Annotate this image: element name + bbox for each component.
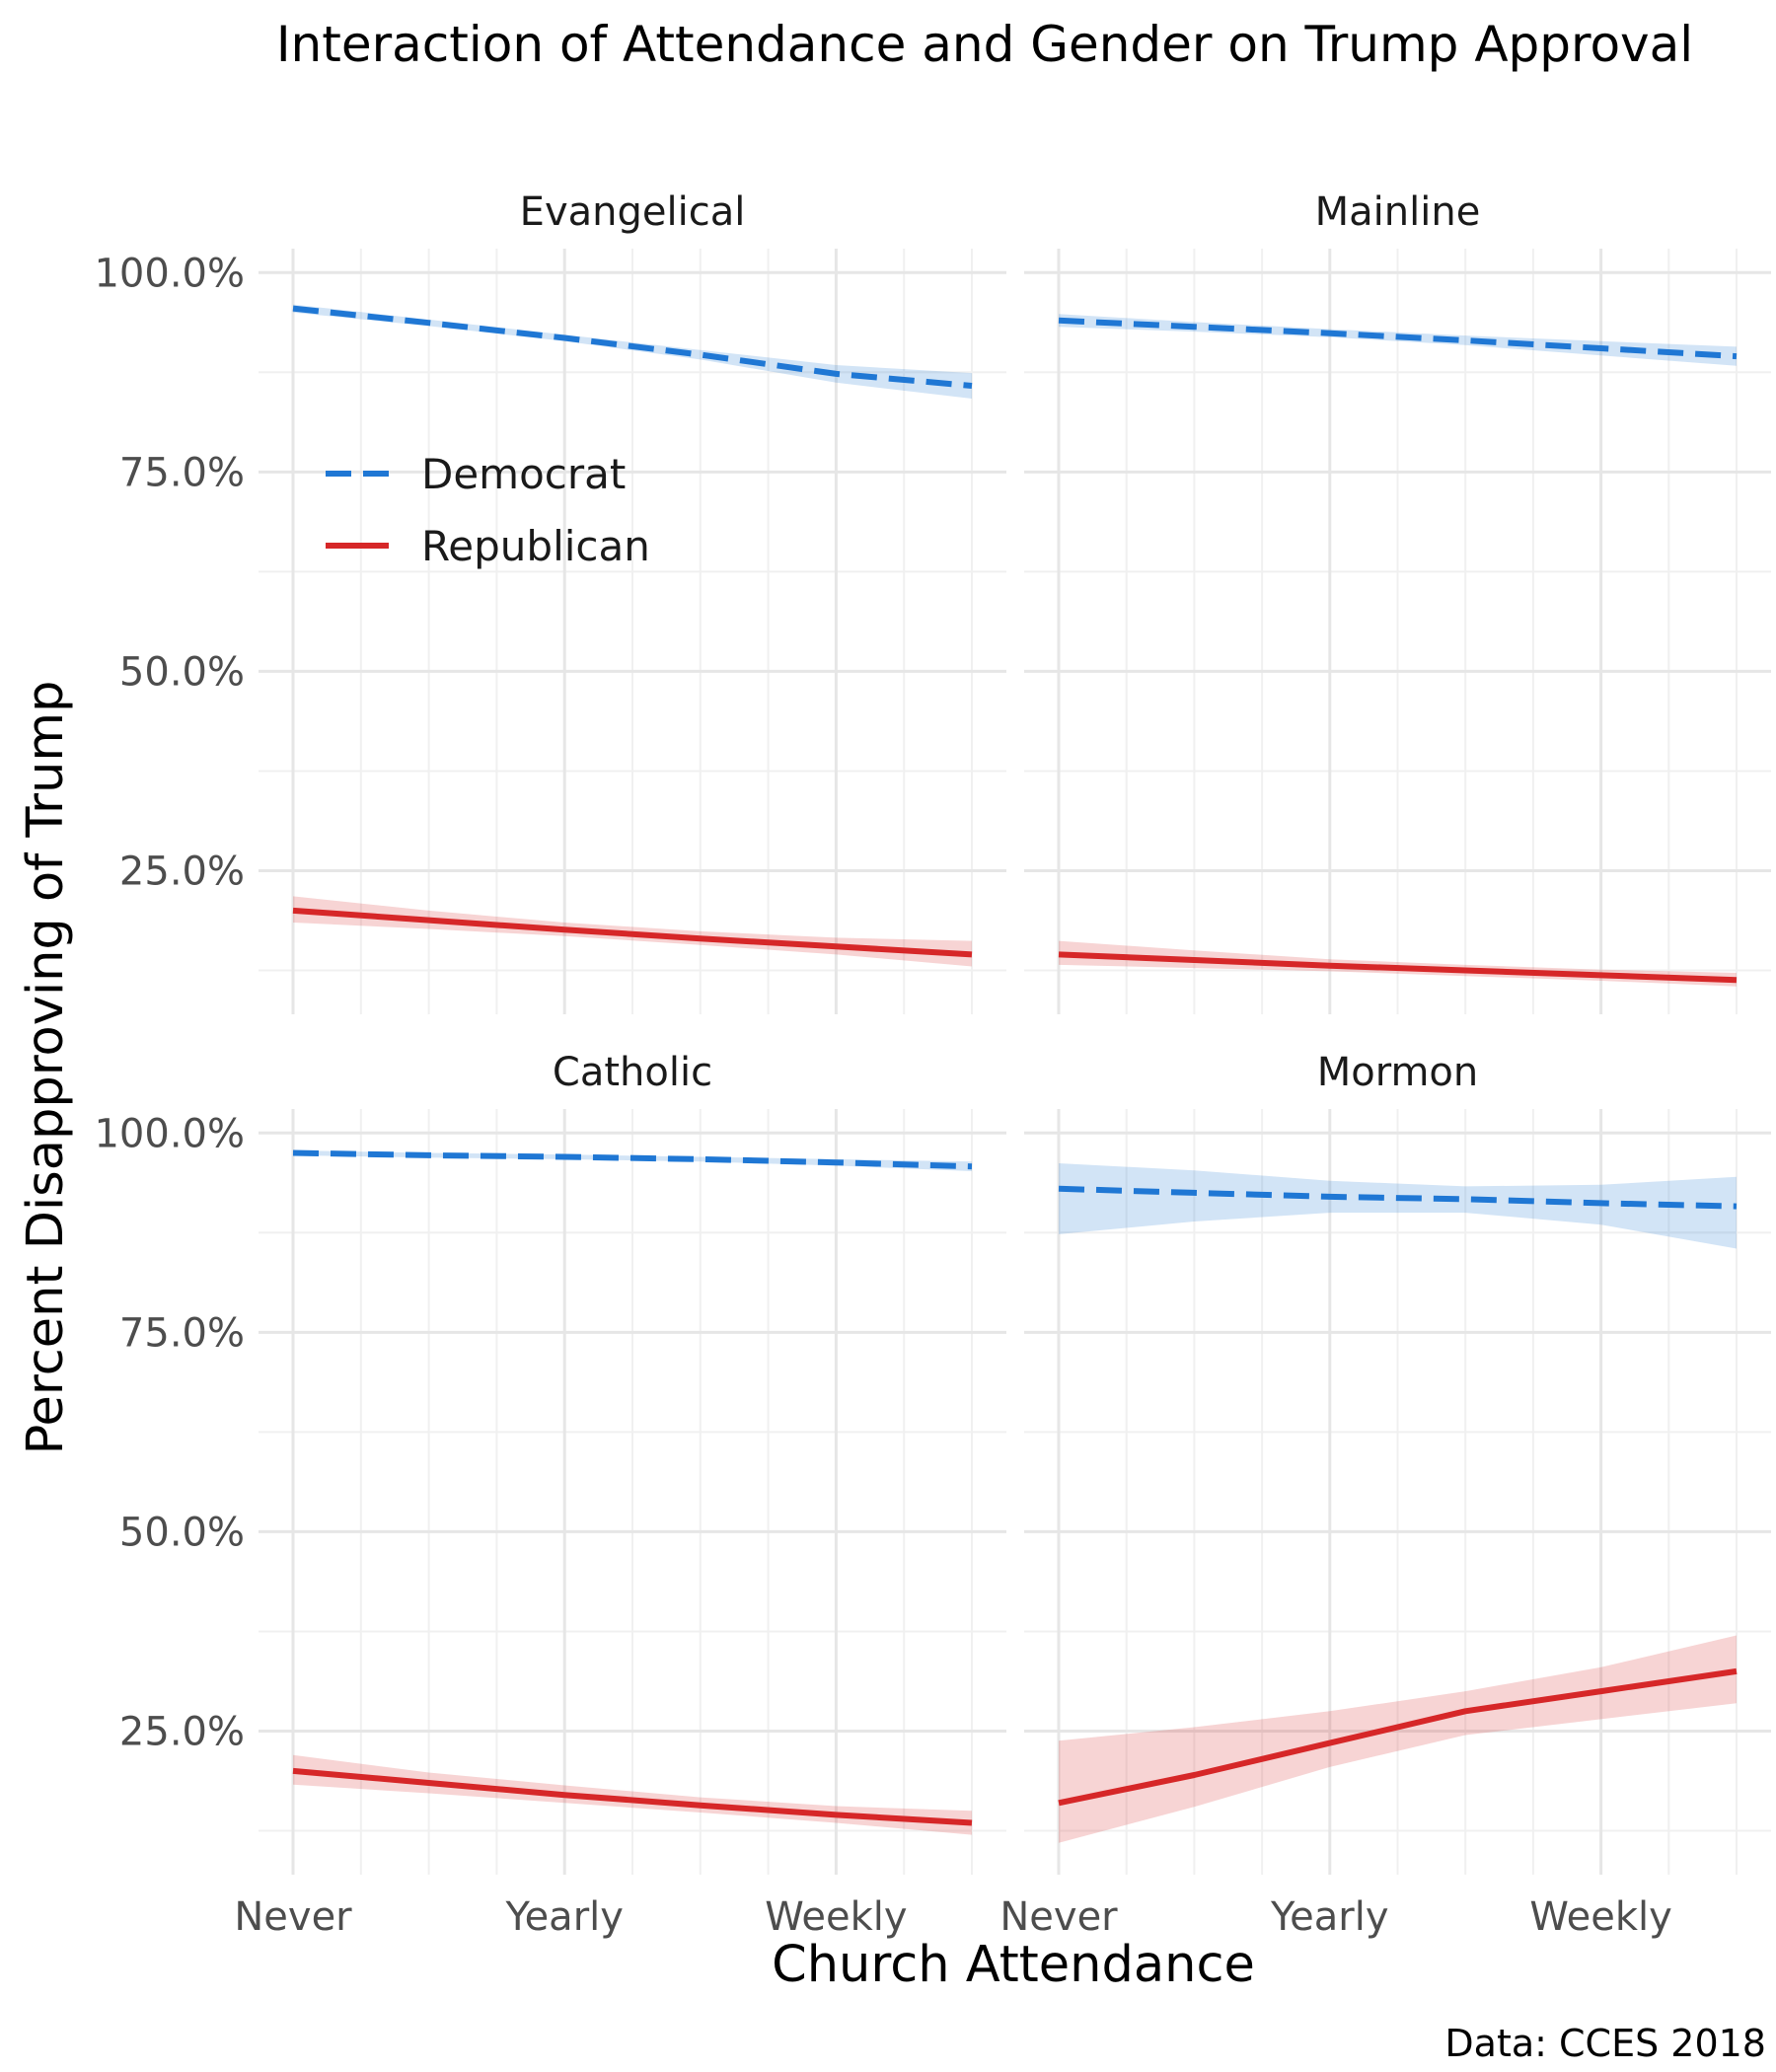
x-tick-label: Never xyxy=(999,1894,1118,1940)
panel-evangelical: Evangelical 25.0% 50.0% 75.0% 100.0% xyxy=(94,189,1006,1014)
series-line-democrat xyxy=(1058,317,1738,360)
panel-catholic: Catholic 25.0% 50.0% 75.0% 100.0% Never Yearly… xyxy=(94,1050,1006,1940)
series-line-republican xyxy=(1058,951,1738,984)
x-tick-label: Weekly xyxy=(1529,1894,1671,1940)
chart-title: Interaction of Attendance and Gender on … xyxy=(276,16,1693,73)
x-tick-label: Weekly xyxy=(765,1894,907,1940)
facet-title: Catholic xyxy=(553,1050,712,1095)
y-tick-label: 25.0% xyxy=(119,850,245,895)
y-tick-label: 75.0% xyxy=(119,1310,245,1356)
facet-title: Mainline xyxy=(1315,189,1481,235)
x-tick-label: Yearly xyxy=(504,1894,623,1940)
x-tick-label: Never xyxy=(234,1894,352,1940)
y-tick-label: 100.0% xyxy=(94,251,245,296)
panels: Evangelical 25.0% 50.0% 75.0% 100.0% Mainline… xyxy=(94,189,1771,1940)
y-tick-label: 25.0% xyxy=(119,1710,245,1755)
caption: Data: CCES 2018 xyxy=(1444,2022,1766,2065)
series-line-democrat xyxy=(292,1149,973,1170)
panel-mainline: Mainline xyxy=(1024,189,1771,1014)
series-line-republican xyxy=(292,907,973,958)
x-tick-label: Yearly xyxy=(1270,1894,1388,1940)
legend-label-republican: Republican xyxy=(421,522,650,570)
panel-mormon: Mormon Never Yearly Weekly xyxy=(999,1050,1771,1940)
y-tick-label: 50.0% xyxy=(119,1510,245,1555)
y-tick-label: 75.0% xyxy=(119,450,245,495)
facet-title: Evangelical xyxy=(520,189,746,235)
series-line-republican xyxy=(292,1767,973,1826)
facet-title: Mormon xyxy=(1317,1050,1479,1095)
ci-ribbon-democrat xyxy=(1059,1163,1737,1249)
x-axis-title: Church Attendance xyxy=(772,1936,1255,1994)
y-axis-title: Percent Disapproving of Trump xyxy=(17,681,75,1455)
series-line-democrat xyxy=(292,305,973,389)
legend-label-democrat: Democrat xyxy=(421,450,626,498)
y-tick-label: 100.0% xyxy=(94,1111,245,1156)
y-tick-label: 50.0% xyxy=(119,649,245,695)
ci-ribbon-republican xyxy=(1059,1635,1737,1843)
series-line-republican xyxy=(1058,1667,1738,1807)
series-line-democrat xyxy=(1058,1185,1738,1210)
legend: Democrat Republican xyxy=(326,450,650,570)
